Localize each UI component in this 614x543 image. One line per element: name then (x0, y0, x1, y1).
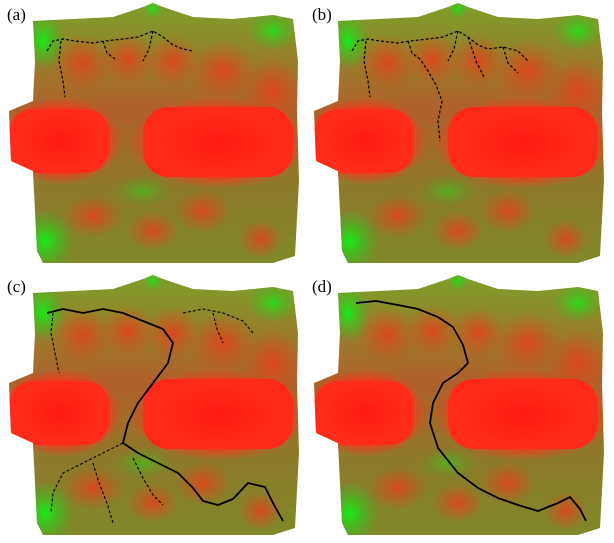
terrain-map-b (308, 1, 608, 271)
panel-label: (a) (7, 5, 26, 24)
search-tree-b (351, 30, 529, 142)
panel-d: (d) (308, 273, 608, 543)
terrain-map-d (308, 273, 608, 543)
panel-c: (c) (3, 273, 303, 543)
terrain-map-c (3, 273, 303, 543)
best-path-d (355, 300, 587, 522)
panel-a: (a) (3, 1, 303, 271)
panel-label: (c) (7, 277, 26, 296)
terrain-map-a (3, 1, 303, 271)
panel-b: (b) (308, 1, 608, 271)
panel-label: (b) (312, 5, 332, 24)
panel-label: (d) (312, 277, 332, 296)
search-tree-a (46, 30, 194, 98)
best-path-c (46, 308, 284, 522)
